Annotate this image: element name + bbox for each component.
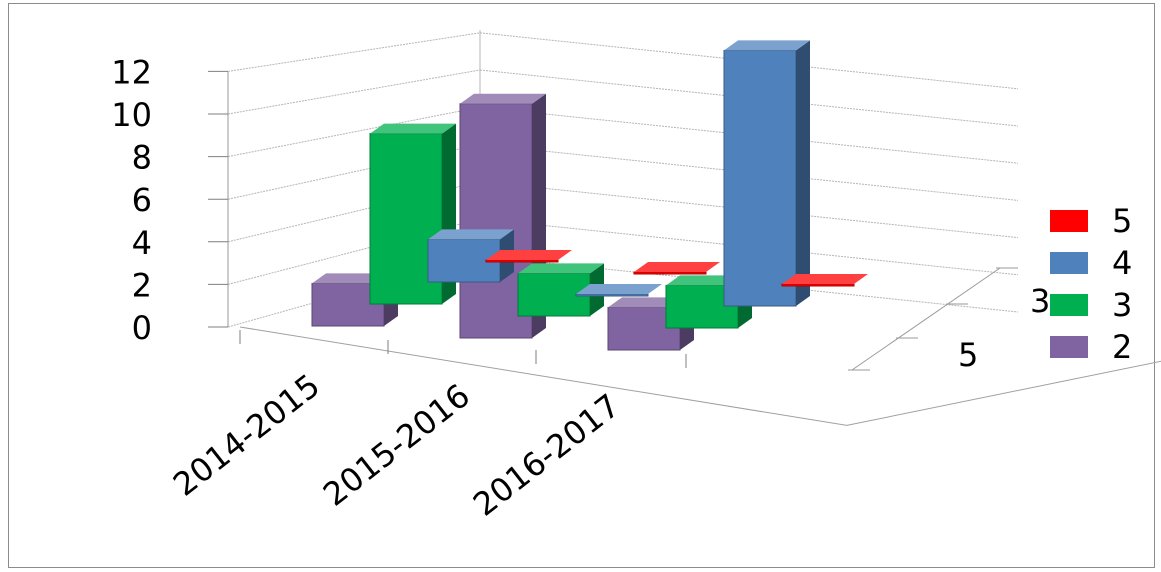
depth-axis-line: [851, 267, 1001, 371]
bar-top-face: [370, 123, 456, 134]
chart-walls: [227, 30, 1161, 426]
bar-top-face: [486, 250, 572, 260]
y-tick-label: 8: [132, 139, 152, 177]
bar-5-2014-2015: [485, 250, 572, 263]
y-tick-label: 6: [132, 181, 152, 219]
bar-top-face: [576, 284, 662, 294]
legend-swatch-4: [1050, 252, 1088, 274]
y-axis: 0 2 4 6 8 10 12: [111, 53, 228, 347]
legend: 5 4 3 2: [1050, 202, 1132, 366]
legend-swatch-3: [1050, 294, 1088, 316]
bar-4-2016-2017: [723, 40, 810, 307]
legend-label-5: 5: [1112, 202, 1132, 240]
bar-top-face: [782, 274, 868, 284]
y-tick-label: 10: [111, 96, 152, 134]
y-tick-label: 4: [132, 224, 152, 262]
bar-3-2014-2015: [369, 123, 456, 305]
gridline-side: [227, 106, 481, 158]
bar-side-face: [796, 40, 810, 307]
y-tick-label: 2: [132, 266, 152, 304]
bar-front-face: [633, 271, 707, 275]
legend-label-4: 4: [1112, 244, 1132, 282]
bar-front-face: [723, 49, 797, 307]
depth-axis: 53: [848, 267, 1050, 374]
legend-swatch-5: [1050, 210, 1088, 232]
floor-edge: [239, 326, 1161, 426]
bar-front-face: [485, 259, 559, 263]
legend-label-2: 2: [1112, 328, 1132, 366]
y-tick-label: 12: [111, 53, 152, 91]
chart-bars: [311, 40, 868, 351]
legend-swatch-2: [1050, 336, 1088, 358]
gridline-side: [227, 32, 481, 72]
bar-front-face: [575, 293, 649, 297]
gridline-side: [227, 69, 481, 115]
bar-top-face: [428, 229, 514, 240]
bar-top-face: [634, 262, 720, 272]
bar-5-2015-2016: [633, 262, 720, 275]
category-label: 2015-2016: [316, 376, 477, 513]
legend-label-3: 3: [1112, 286, 1132, 324]
depth-label: 3: [1030, 282, 1050, 320]
bar-top-face: [724, 40, 810, 51]
bar-5-2016-2017: [781, 274, 868, 287]
category-label: 2014-2015: [166, 366, 327, 503]
bar-top-face: [460, 93, 546, 104]
bar-front-face: [781, 283, 855, 287]
bar-4-2015-2016: [575, 284, 662, 297]
depth-label: 5: [958, 336, 978, 374]
gridline-side: [227, 181, 481, 243]
y-tick-label: 0: [132, 309, 152, 347]
category-label: 2016-2017: [466, 386, 627, 523]
bar-top-face: [518, 263, 604, 274]
bar-3-2015-2016: [517, 263, 604, 317]
